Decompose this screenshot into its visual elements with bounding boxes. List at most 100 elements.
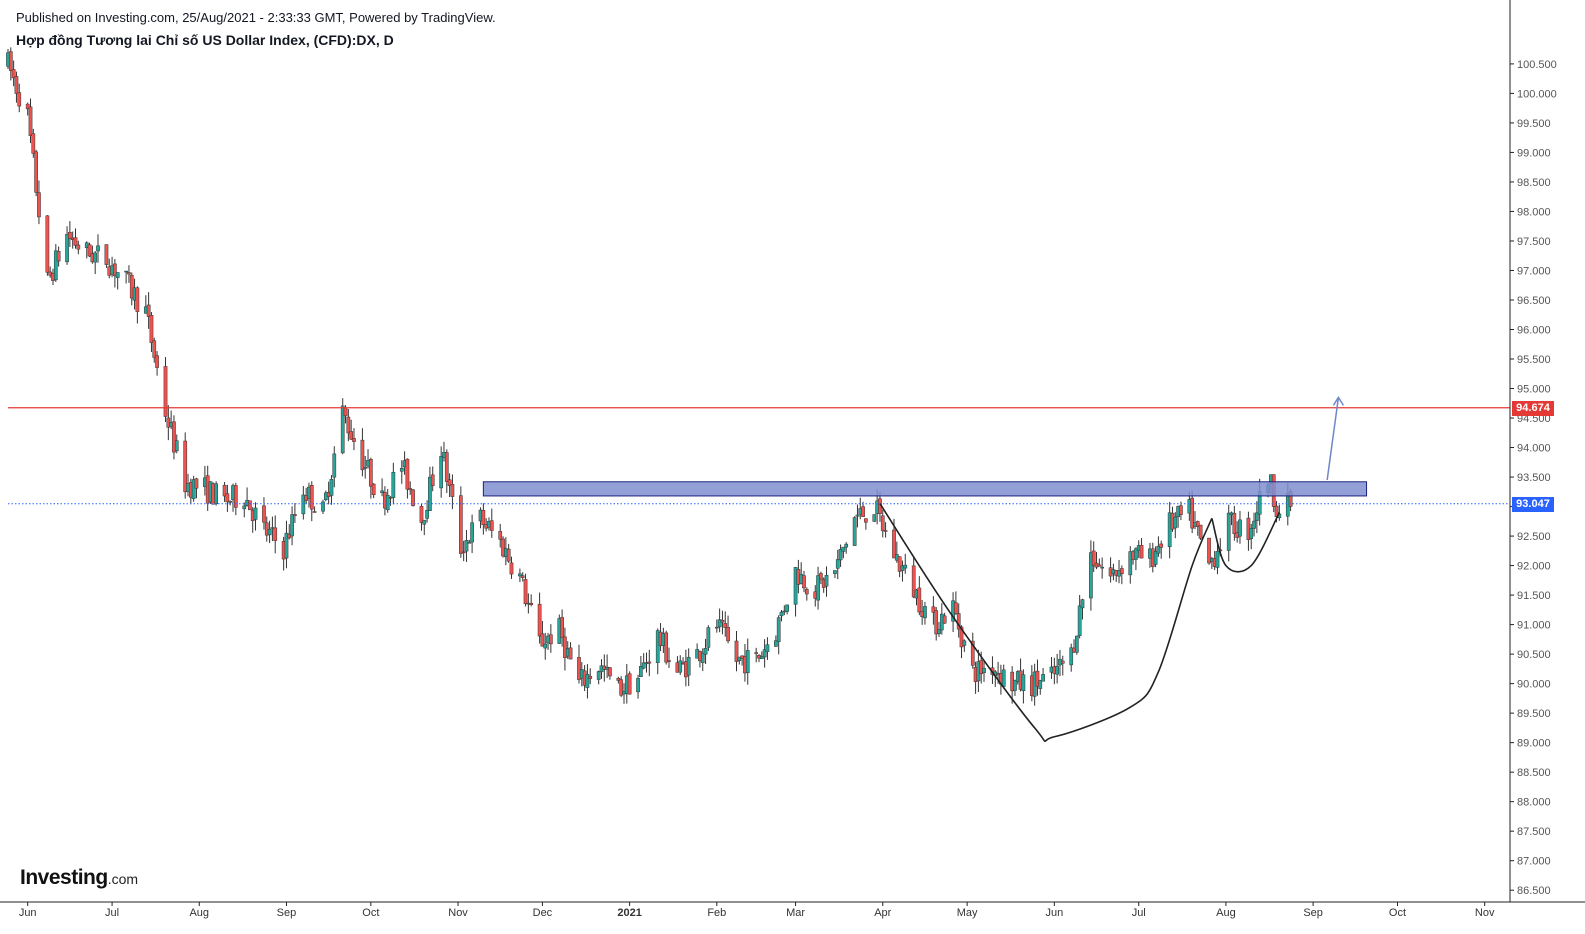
candle-body xyxy=(979,660,984,675)
time-tick-label: 2021 xyxy=(617,907,641,919)
candle-body xyxy=(191,479,196,499)
candle-body xyxy=(11,69,16,79)
candle-body xyxy=(459,495,463,554)
price-tick-label: 95.000 xyxy=(1517,384,1551,396)
candle-body xyxy=(93,252,98,263)
price-tick-label: 97.500 xyxy=(1517,236,1551,248)
candle-body xyxy=(655,630,660,663)
price-tick-label: 90.500 xyxy=(1517,649,1551,661)
candle-body xyxy=(124,270,128,273)
candle-body xyxy=(17,92,22,107)
candle-body xyxy=(368,459,373,487)
candle-body xyxy=(1179,505,1183,515)
candle-body xyxy=(1156,545,1161,554)
price-tick-label: 89.000 xyxy=(1517,738,1551,750)
candle-body xyxy=(28,106,33,136)
candle-body xyxy=(135,287,140,312)
annotations-layer xyxy=(8,395,1510,743)
candle-body xyxy=(1021,674,1026,691)
candle-body xyxy=(467,542,472,544)
candle-body xyxy=(284,532,289,559)
candle-body xyxy=(723,623,728,628)
candle-body xyxy=(1100,566,1105,569)
candle-body xyxy=(568,647,573,660)
candle-body xyxy=(1091,550,1096,566)
cup-curve xyxy=(879,503,1213,743)
candle-body xyxy=(25,103,30,110)
candle-body xyxy=(1252,520,1256,529)
candle-body xyxy=(824,575,829,587)
candle-body xyxy=(321,501,325,512)
time-tick-label: Jul xyxy=(105,907,119,919)
time-tick-label: Aug xyxy=(1216,907,1236,919)
candle-body xyxy=(129,274,134,299)
candle-body xyxy=(883,530,888,532)
price-tick-label: 98.500 xyxy=(1517,177,1551,189)
candle-body xyxy=(641,662,646,669)
price-tick-label: 96.500 xyxy=(1517,295,1551,307)
price-tick-label: 90.000 xyxy=(1517,679,1551,691)
published-note: Published on Investing.com, 25/Aug/2021 … xyxy=(16,10,496,25)
candle-body xyxy=(793,567,798,605)
investing-logo: Investing.com xyxy=(20,866,138,890)
candle-body xyxy=(1013,679,1017,691)
candle-body xyxy=(360,439,365,471)
candle-body xyxy=(1134,548,1138,560)
candle-body xyxy=(816,575,820,601)
time-tick-label: Nov xyxy=(1475,907,1495,919)
candle-body xyxy=(1038,680,1043,689)
candle-body xyxy=(1069,647,1074,666)
candle-body xyxy=(1128,551,1133,576)
time-tick-label: Oct xyxy=(362,907,379,919)
candle-body xyxy=(779,611,784,617)
candle-body xyxy=(835,559,840,569)
candle-body xyxy=(489,520,494,531)
price-tick-label: 99.000 xyxy=(1517,147,1551,159)
candle-body xyxy=(37,192,41,218)
candle-body xyxy=(664,632,669,663)
candle-body xyxy=(833,570,837,574)
candle-body xyxy=(726,626,730,642)
price-tick-label: 91.000 xyxy=(1517,620,1551,632)
price-tick-label: 87.000 xyxy=(1517,856,1551,868)
candle-body xyxy=(31,133,36,154)
candle-body xyxy=(1207,537,1211,564)
breakout-arrow-head xyxy=(1332,395,1345,406)
candle-body xyxy=(1060,660,1065,664)
candle-body xyxy=(1195,521,1200,527)
candle-body xyxy=(172,421,176,453)
candle-body xyxy=(745,650,750,674)
candle-body xyxy=(45,215,50,273)
price-tick-label: 88.000 xyxy=(1517,797,1551,809)
candle-body xyxy=(352,438,356,442)
price-tick-label: 97.000 xyxy=(1517,265,1551,277)
candle-body xyxy=(1119,568,1124,575)
price-tick-label: 92.500 xyxy=(1517,531,1551,543)
candle-body xyxy=(838,548,843,561)
candle-body xyxy=(596,671,601,680)
candle-body xyxy=(34,151,38,193)
candle-body xyxy=(65,233,69,263)
candle-body xyxy=(346,416,351,434)
price-tick-label: 87.500 xyxy=(1517,826,1551,838)
candle-body xyxy=(714,626,719,629)
candle-body xyxy=(194,478,199,489)
candle-body xyxy=(1238,519,1242,537)
candle-body xyxy=(560,617,564,638)
price-tick-label: 100.000 xyxy=(1517,88,1557,100)
candle-body xyxy=(1255,512,1259,521)
candle-body xyxy=(290,514,294,537)
candle-body xyxy=(1001,669,1006,687)
candle-body xyxy=(498,531,503,540)
candle-body xyxy=(146,304,151,317)
candle-body xyxy=(264,522,269,536)
candle-body xyxy=(481,509,486,526)
candle-body xyxy=(363,466,368,469)
candle-body xyxy=(852,517,857,546)
price-tick-label: 89.500 xyxy=(1517,708,1551,720)
candle-body xyxy=(619,679,624,696)
candle-body xyxy=(700,652,705,663)
candle-body xyxy=(408,488,413,491)
candle-body xyxy=(1159,543,1164,548)
